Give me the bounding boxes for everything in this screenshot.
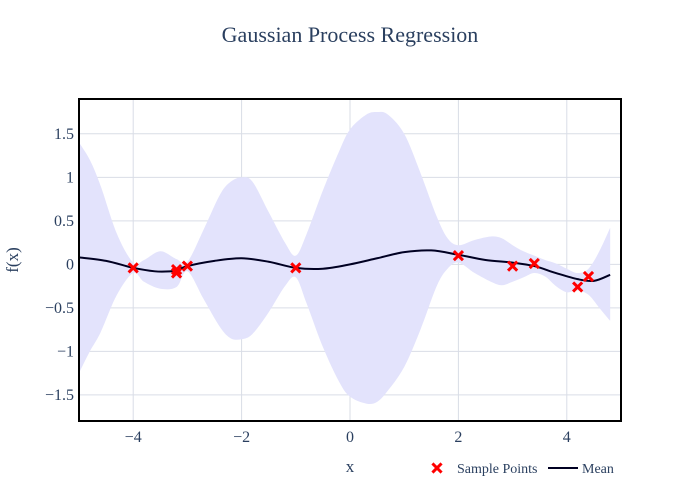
confidence-band-layer <box>79 111 611 405</box>
confidence-band <box>79 111 611 405</box>
x-tick-label: 4 <box>563 429 571 446</box>
x-tick-label: −2 <box>233 429 250 446</box>
sample-point <box>170 267 183 279</box>
sample-points-layer <box>127 250 595 293</box>
plot-frame <box>78 98 622 422</box>
y-axis-label: f(x) <box>3 247 22 272</box>
y-tick-label: 1.5 <box>54 126 74 143</box>
x-marker-icon <box>431 462 443 474</box>
y-tick-label: −1 <box>57 343 74 360</box>
x-tick-label: 0 <box>346 429 354 446</box>
x-tick-labels: −4 −2 0 2 4 <box>125 429 571 446</box>
x-tick-label: 2 <box>454 429 462 446</box>
sample-point <box>528 257 540 270</box>
chart-title: Gaussian Process Regression <box>222 22 479 47</box>
sample-point <box>506 260 519 272</box>
y-tick-label: 1 <box>66 169 74 186</box>
y-tick-label: −0.5 <box>45 300 74 317</box>
x-tick-label: −4 <box>125 429 142 446</box>
legend-item-sample-points[interactable]: Sample Points <box>431 462 538 477</box>
y-tick-label: −1.5 <box>45 387 74 404</box>
legend-label-sample-points: Sample Points <box>457 462 538 477</box>
sample-point <box>572 281 584 293</box>
sample-point <box>452 250 465 262</box>
x-axis-label: x <box>346 457 355 476</box>
legend-x-marker <box>431 462 443 474</box>
sample-point <box>127 262 139 274</box>
legend-label-mean: Mean <box>582 462 614 477</box>
y-tick-label: 0.5 <box>54 213 74 230</box>
sample-point <box>290 262 302 274</box>
y-tick-labels: 1.5 1 0.5 0 −0.5 −1 −1.5 <box>45 126 74 404</box>
sample-point <box>181 260 194 272</box>
sample-point <box>582 270 595 283</box>
legend: Sample Points Mean <box>431 462 614 477</box>
y-tick-label: 0 <box>66 256 74 273</box>
legend-item-mean[interactable]: Mean <box>548 462 614 477</box>
